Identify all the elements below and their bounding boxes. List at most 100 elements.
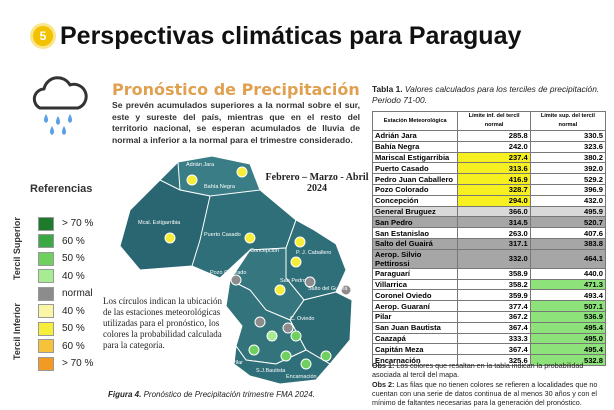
value-cell: 330.5 [529, 130, 607, 142]
figure-caption: Figura 4. Pronóstico de Precipitación tr… [108, 390, 315, 399]
station-cell: Concepción [371, 194, 459, 207]
table-row: Mariscal Estigarribia 237.4 380.2 [371, 151, 607, 164]
legend-label: 50 % [62, 323, 85, 335]
value-cell: 323.6 [529, 140, 607, 153]
map-label: Encarnación [286, 374, 317, 380]
value-cell: 367.4 [457, 321, 531, 334]
value-cell: 520.7 [529, 216, 607, 229]
section-title: Pronóstico de Precipitación [112, 80, 360, 99]
legend-swatch [38, 356, 54, 371]
table-row: San Estanislao 263.0 407.6 [371, 227, 607, 239]
map-label: Concepción [250, 248, 279, 254]
value-cell: 495.0 [529, 332, 607, 345]
map-label: Pilar [232, 360, 243, 366]
value-cell: 332.0 [457, 248, 531, 269]
section-badge: 5 [33, 26, 53, 46]
table-row: Aerop. Guaraní 377.4 507.1 [371, 300, 607, 312]
station-cell: Pozo Colorado [371, 183, 459, 196]
legend-upper-label: Tercil Superior [12, 217, 22, 280]
rain-icon [32, 76, 88, 135]
legend-label: 40 % [62, 305, 85, 317]
map-label: Adrián Jara [186, 162, 215, 168]
value-cell: 317.1 [457, 237, 531, 250]
legend-item: 40 % [38, 303, 93, 321]
value-cell: 464.1 [529, 248, 607, 269]
legend-swatch [38, 234, 54, 249]
table-row: Concepción 294.0 432.0 [371, 194, 607, 207]
value-cell: 325.6 [457, 354, 531, 366]
legend-item: > 70 % [38, 355, 93, 373]
station-cell: San Estanislao [371, 227, 459, 239]
value-cell: 237.4 [457, 151, 531, 164]
legend-item: > 70 % [38, 215, 93, 233]
observation-text: Los colores que resaltan en la tabla ind… [372, 361, 584, 379]
legend-label: normal [62, 288, 93, 300]
legend-swatch [38, 339, 54, 354]
value-cell: 392.0 [529, 162, 607, 175]
legend-swatch [38, 251, 54, 266]
table-row: Pozo Colorado 328.7 396.9 [371, 183, 607, 196]
legend-label: > 70 % [62, 358, 94, 370]
table-row: Villarrica 358.2 471.3 [371, 278, 607, 291]
observations: Obs 1: Los colores que resaltan en la ta… [372, 361, 608, 408]
legend-item: 60 % [38, 233, 93, 251]
value-cell: 294.0 [457, 194, 531, 207]
station-cell: Caazapá [371, 332, 459, 345]
observation-label: Obs 2: [372, 380, 395, 389]
map-label: Salto del Guairá [308, 286, 348, 292]
map-note: Los círculos indican la ubicación de las… [103, 296, 222, 350]
legend-label: 50 % [62, 253, 85, 265]
column-header: Límite inf. del tercil normal [457, 111, 531, 131]
legend-swatch [38, 269, 54, 284]
period: Febrero – Marzo - Abril 2024 [262, 172, 372, 194]
period-year: 2024 [307, 183, 327, 194]
value-cell: 313.6 [457, 162, 531, 175]
legend-item: 60 % [38, 338, 93, 356]
period-months: Febrero – Marzo - Abril [265, 172, 369, 183]
station-cell: Coronel Oviedo [371, 289, 459, 302]
table-row: Salto del Guairá 317.1 383.8 [371, 237, 607, 250]
value-cell: 314.5 [457, 216, 531, 229]
value-cell: 380.2 [529, 151, 607, 164]
map-label: C. Oviedo [290, 316, 314, 322]
observation: Obs 1: Los colores que resaltan en la ta… [372, 361, 608, 379]
value-cell: 367.4 [457, 343, 531, 356]
value-cell: 495.9 [529, 205, 607, 218]
map: Adrián Jara Bahía Negra Mcal. Estigarrib… [119, 155, 353, 385]
value-cell: 407.6 [529, 227, 607, 239]
page-title: Perspectivas climáticas para Paraguay [60, 22, 522, 50]
station-cell: General Bruguez [371, 205, 459, 218]
observation-text: Las filas que no tienen colores se refie… [372, 380, 598, 407]
table-row: Capitán Meza 367.4 495.4 [371, 343, 607, 356]
map-label: Mcal. Estigarribia [138, 220, 181, 226]
value-cell: 333.3 [457, 332, 531, 345]
station-cell: Villarrica [371, 278, 459, 291]
value-cell: 440.0 [529, 267, 607, 280]
legend-label: 40 % [62, 270, 85, 282]
value-cell: 242.0 [457, 140, 531, 153]
station-cell: Mariscal Estigarribia [371, 151, 459, 164]
value-cell: 432.0 [529, 194, 607, 207]
legend-item: 50 % [38, 250, 93, 268]
table-row: San Juan Bautista 367.4 495.4 [371, 321, 607, 334]
value-cell: 532.8 [529, 354, 607, 366]
table-header: Estación Meteorológica Límite inf. del te… [371, 111, 607, 131]
value-cell: 495.4 [529, 343, 607, 356]
legend: > 70 % 60 % 50 % 40 % normal 40 % 50 % 60 % > 70… [38, 215, 93, 373]
table-row: General Bruguez 366.0 495.9 [371, 205, 607, 218]
legend-swatch [38, 216, 54, 231]
station-cell: Pedro Juan Caballero [371, 173, 459, 185]
legend-item: normal [38, 285, 93, 303]
legend-label: 60 % [62, 235, 85, 247]
table-body: Adrián Jara 285.8 330.5 Bahía Negra 242.0 323… [371, 130, 607, 366]
table-row: Caazapá 333.3 495.0 [371, 332, 607, 345]
value-cell: 536.9 [529, 310, 607, 323]
station-cell: Puerto Casado [371, 162, 459, 175]
map-label: Bahía Negra [204, 184, 236, 190]
observation: Obs 2: Las filas que no tienen colores s… [372, 380, 608, 407]
caption-label: Figura 4. [108, 390, 142, 399]
legend-lower-label: Tercil Inferior [12, 303, 22, 360]
station-cell: San Juan Bautista [371, 321, 459, 334]
value-cell: 416.9 [457, 173, 531, 185]
